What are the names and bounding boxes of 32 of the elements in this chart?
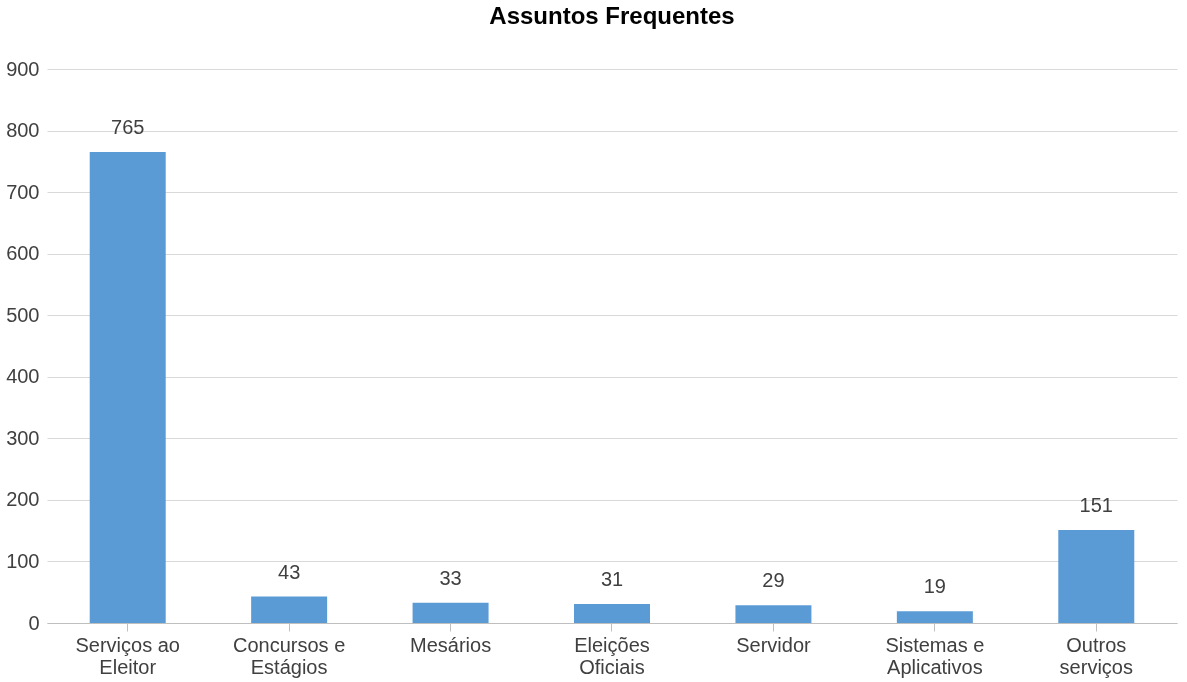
- x-tick-label: Concursos e Estágios: [233, 633, 346, 678]
- x-tick-label: Eleições Oficiais: [574, 633, 650, 678]
- x-tick-label: Servidor: [736, 633, 811, 656]
- data-label: 33: [439, 566, 462, 589]
- x-tick-label: Serviços ao Eleitor: [75, 633, 180, 678]
- data-label: 43: [278, 560, 301, 583]
- chart-title: Assuntos Frequentes: [489, 2, 735, 29]
- bar: [412, 602, 489, 623]
- data-label: 29: [762, 569, 785, 592]
- y-tick-label: 200: [6, 488, 40, 511]
- y-tick-label: 100: [6, 549, 40, 572]
- data-label: 151: [1079, 494, 1113, 517]
- x-tick-label: Mesários: [410, 633, 492, 656]
- y-tick-label: 700: [6, 180, 40, 203]
- y-tick-label: 500: [6, 303, 40, 326]
- data-label: 765: [111, 116, 145, 139]
- bar: [735, 605, 812, 623]
- bar: [89, 152, 166, 623]
- x-tick-label: Sistemas e Aplicativos: [885, 633, 985, 678]
- y-tick-label: 600: [6, 242, 40, 265]
- y-tick-label: 800: [6, 119, 40, 142]
- bar: [574, 603, 650, 623]
- bar: [896, 611, 973, 623]
- y-tick-label: 300: [6, 426, 40, 449]
- y-tick-label: 400: [6, 365, 40, 388]
- bar: [251, 596, 328, 623]
- x-tick-label: Outros serviços: [1059, 633, 1133, 678]
- y-tick-label: 0: [28, 611, 40, 634]
- bar: [1058, 530, 1135, 623]
- data-label: 19: [923, 575, 946, 598]
- data-label: 31: [600, 567, 624, 590]
- y-tick-label: 900: [6, 57, 40, 80]
